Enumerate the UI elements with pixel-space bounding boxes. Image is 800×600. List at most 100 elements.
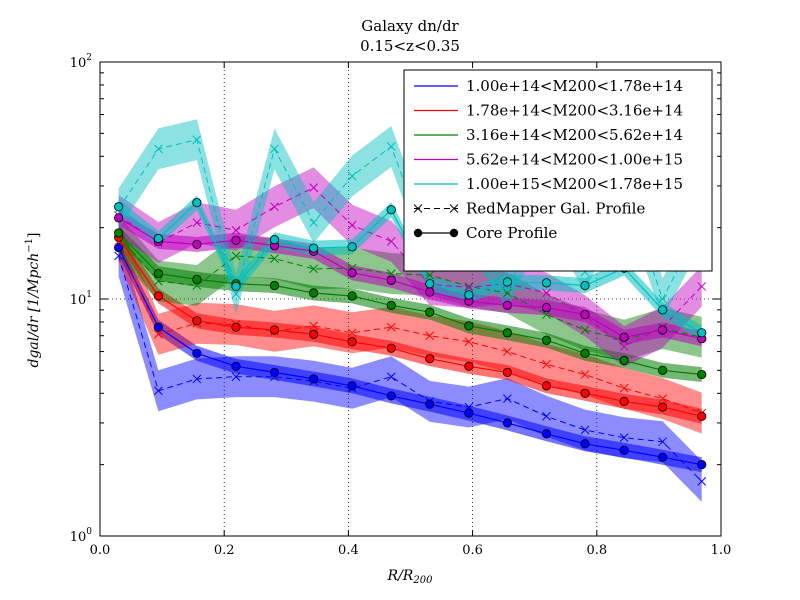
core-point (580, 348, 590, 358)
core-point (192, 239, 202, 249)
y-axis-label: dgal/dr [1/Mpch−1] (24, 232, 42, 367)
y-tick-label: 102 (70, 53, 92, 71)
y-tick-label: 101 (70, 290, 92, 308)
x-marker (154, 386, 163, 396)
core-point (464, 408, 474, 418)
legend-marker (449, 228, 459, 238)
core-point (153, 268, 163, 279)
core-point (425, 287, 435, 297)
core-point (658, 402, 668, 412)
x-marker (154, 144, 163, 154)
x-marker (386, 142, 396, 151)
core-point (541, 302, 552, 313)
core-point (192, 198, 202, 208)
core-point (386, 205, 396, 215)
core-band (118, 240, 702, 473)
legend-box (403, 69, 713, 272)
x-tick-label: 0.8 (586, 543, 607, 558)
x-marker (192, 374, 202, 384)
core-line (118, 217, 702, 340)
core-point (309, 243, 319, 253)
core-point (619, 332, 629, 342)
core-point (541, 278, 552, 288)
core-point (231, 361, 241, 371)
legend-label: 3.16e+14<M200<5.62e+14 (466, 126, 683, 144)
x-marker (449, 204, 459, 213)
x-marker (270, 254, 279, 264)
core-point (114, 213, 124, 223)
x-marker (425, 331, 435, 341)
core-line (118, 247, 702, 466)
core-point (153, 322, 163, 332)
core-point (541, 335, 552, 345)
x-marker (386, 322, 396, 332)
x-marker (309, 183, 318, 193)
x-tick-label: 0.4 (338, 543, 359, 558)
legend-label: 1.78e+14<M200<3.16e+14 (466, 102, 683, 120)
x-marker (464, 282, 474, 292)
core-point (464, 290, 474, 300)
x-marker (386, 372, 396, 382)
core-point (697, 328, 707, 338)
x-marker (464, 282, 474, 291)
x-marker (658, 437, 667, 447)
legend-marker (413, 228, 423, 238)
core-point (619, 445, 629, 455)
x-marker (347, 171, 357, 181)
legend: 1.00e+14<M200<1.78e+14 1.78e+14<M200<3.16… (403, 69, 713, 272)
x-marker (697, 282, 707, 291)
core-point (231, 235, 241, 245)
core-point (114, 202, 124, 212)
core-point (309, 374, 319, 384)
core-point (658, 365, 668, 375)
x-marker (270, 144, 279, 154)
core-point (619, 396, 629, 406)
x-marker (619, 433, 629, 443)
core-point (658, 325, 668, 335)
x-marker (386, 237, 396, 246)
legend-label: Core Profile (466, 224, 557, 242)
chart-subtitle: 0.15<z<0.35 (360, 37, 460, 55)
x-tick-label: 0.2 (214, 543, 235, 558)
core-point (347, 381, 357, 391)
core-point (502, 277, 512, 287)
core-point (658, 452, 668, 462)
legend-label: RedMapper Gal. Profile (466, 200, 645, 218)
core-point (697, 460, 707, 470)
core-point (347, 291, 357, 301)
x-marker (154, 329, 163, 339)
core-point (114, 228, 124, 238)
x-marker (192, 135, 202, 145)
core-point (580, 280, 590, 291)
core-point (347, 337, 357, 347)
core-line (118, 232, 702, 376)
x-marker (413, 204, 423, 213)
x-marker (658, 394, 667, 403)
x-marker (503, 394, 512, 403)
core-point (541, 429, 552, 439)
core-point (541, 381, 552, 391)
core-point (464, 361, 474, 371)
x-marker (231, 225, 241, 235)
core-point (347, 242, 357, 252)
core-point (425, 399, 435, 409)
x-axis-label: R/R200 (387, 568, 434, 586)
x-marker (464, 337, 474, 347)
core-point (464, 321, 474, 331)
core-point (269, 325, 280, 335)
core-point (502, 328, 512, 338)
x-marker (114, 251, 123, 261)
x-marker (658, 294, 667, 304)
x-marker (386, 269, 396, 278)
x-marker (425, 270, 435, 280)
x-marker (580, 425, 590, 435)
core-point (347, 268, 357, 278)
x-marker (542, 288, 551, 298)
y-tick-label: 100 (70, 527, 93, 545)
core-point (697, 369, 707, 380)
core-point (153, 291, 163, 301)
core-point (309, 288, 319, 298)
core-point (580, 439, 590, 449)
core-point (580, 309, 590, 320)
core-point (231, 281, 241, 292)
